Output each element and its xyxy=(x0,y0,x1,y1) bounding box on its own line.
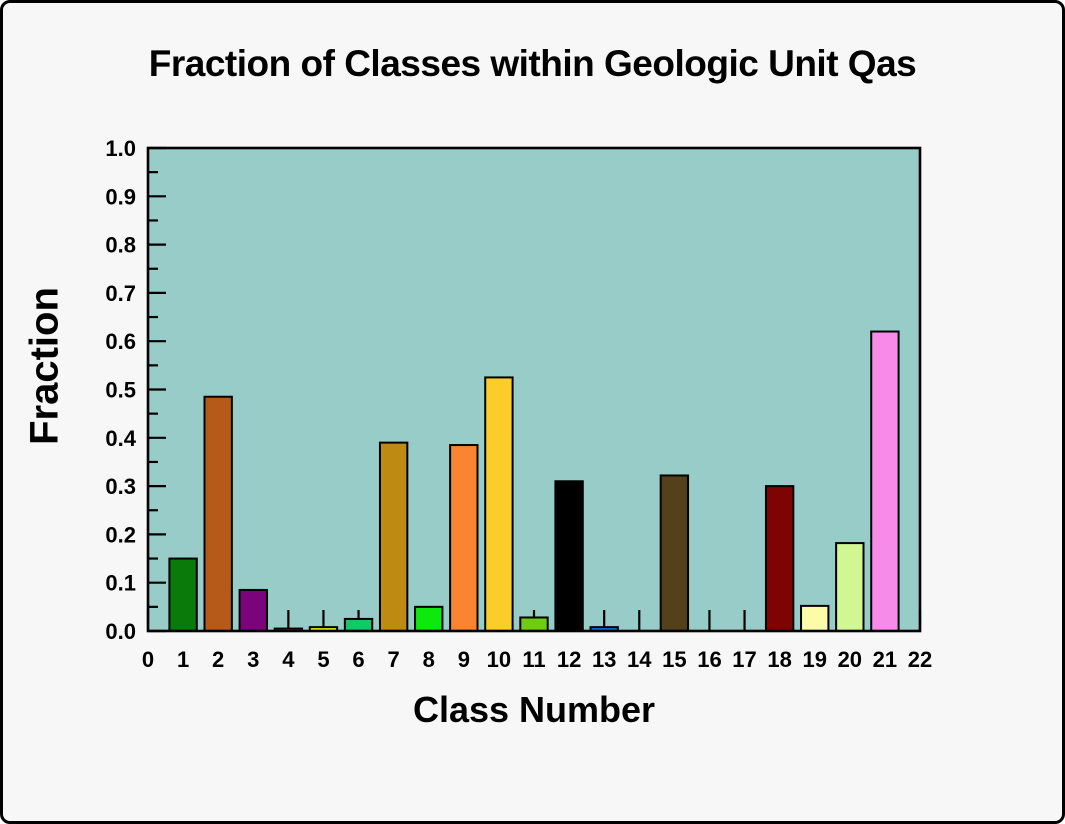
x-tick-label: 2 xyxy=(212,647,224,672)
y-tick-label: 1.0 xyxy=(105,136,136,161)
y-tick-label: 0.6 xyxy=(105,329,136,354)
y-tick-label: 0.8 xyxy=(105,233,136,258)
bar-class-1 xyxy=(168,557,198,632)
x-tick-label: 16 xyxy=(697,647,721,672)
x-tick-label: 18 xyxy=(767,647,791,672)
x-axis-title: Class Number xyxy=(412,689,656,730)
bar-class-10 xyxy=(484,376,514,632)
x-tick-label: 15 xyxy=(662,647,686,672)
bar-class-3 xyxy=(238,588,268,633)
y-tick-label: 0.7 xyxy=(105,281,136,306)
x-tick-label: 22 xyxy=(908,647,932,672)
y-tick-label: 0.2 xyxy=(105,522,136,547)
bar-class-2 xyxy=(203,395,233,632)
x-tick-label: 3 xyxy=(247,647,259,672)
y-tick-label: 0.4 xyxy=(105,426,136,451)
bar-class-20 xyxy=(835,542,865,632)
bar-class-6 xyxy=(343,617,374,632)
y-tick-label: 0.5 xyxy=(105,378,136,403)
x-tick-label: 1 xyxy=(177,647,189,672)
plot-border xyxy=(146,146,922,633)
x-tick-label: 14 xyxy=(627,647,652,672)
x-tick-label: 4 xyxy=(282,647,295,672)
x-tick-label: 10 xyxy=(487,647,511,672)
x-tick-label: 7 xyxy=(388,647,400,672)
plot-background xyxy=(148,148,920,631)
bar-class-9 xyxy=(449,444,479,633)
x-tick-label: 21 xyxy=(873,647,897,672)
y-tick-label: 0.0 xyxy=(105,619,136,644)
bar-class-8 xyxy=(414,605,444,632)
y-tick-label: 0.9 xyxy=(105,184,136,209)
x-tick-label: 20 xyxy=(838,647,862,672)
x-tick-label: 11 xyxy=(522,647,545,672)
x-tick-label: 5 xyxy=(317,647,329,672)
y-tick-label: 0.3 xyxy=(105,474,136,499)
bar-class-7 xyxy=(378,441,409,632)
bar-class-15 xyxy=(659,474,690,632)
bar-class-12 xyxy=(554,480,584,632)
x-tick-label: 6 xyxy=(352,647,364,672)
bar-class-19 xyxy=(800,604,830,632)
bar-class-18 xyxy=(764,485,795,632)
y-tick-label: 0.1 xyxy=(105,571,136,596)
x-tick-label: 12 xyxy=(557,647,581,672)
x-tick-label: 9 xyxy=(458,647,470,672)
x-tick-label: 13 xyxy=(592,647,616,672)
chart-title: Fraction of Classes within Geologic Unit… xyxy=(148,43,917,84)
x-tick-label: 17 xyxy=(732,647,756,672)
bar-class-21 xyxy=(870,330,900,632)
bar-class-11 xyxy=(519,616,549,633)
x-tick-label: 8 xyxy=(423,647,435,672)
plot-area: 0.00.10.20.30.40.50.60.70.80.91.00 1 2 3 4 5 6… xyxy=(105,136,932,672)
x-tick-label: 19 xyxy=(802,647,826,672)
x-tick-label: 0 xyxy=(142,647,154,672)
